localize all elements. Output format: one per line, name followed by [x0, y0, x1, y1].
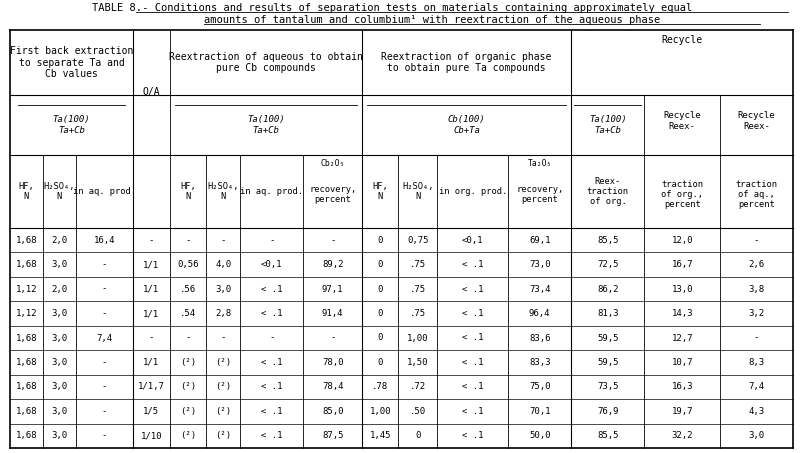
Text: < .1: < .1 — [462, 407, 483, 416]
Text: -: - — [102, 284, 107, 294]
Text: 1,00: 1,00 — [407, 333, 429, 342]
Text: 10,7: 10,7 — [671, 358, 693, 367]
Text: Ta(100)
Ta+Cb: Ta(100) Ta+Cb — [589, 116, 626, 135]
Text: -: - — [149, 236, 154, 245]
Text: 2,8: 2,8 — [215, 309, 231, 318]
Text: 85,5: 85,5 — [597, 431, 618, 440]
Text: H₂SO₄,
N: H₂SO₄, N — [43, 182, 75, 201]
Text: 83,6: 83,6 — [529, 333, 550, 342]
Text: < .1: < .1 — [261, 431, 282, 440]
Text: 73,5: 73,5 — [597, 382, 618, 391]
Text: in org. prod.: in org. prod. — [438, 187, 507, 196]
Text: 85,5: 85,5 — [597, 236, 618, 245]
Text: < .1: < .1 — [261, 358, 282, 367]
Text: 3,0: 3,0 — [749, 431, 765, 440]
Text: 81,3: 81,3 — [597, 309, 618, 318]
Text: (²): (²) — [215, 431, 231, 440]
Text: in aq. prod.: in aq. prod. — [73, 187, 136, 196]
Text: 1,68: 1,68 — [16, 382, 37, 391]
Text: .54: .54 — [180, 309, 196, 318]
Text: (²): (²) — [180, 358, 196, 367]
Text: 8,3: 8,3 — [749, 358, 765, 367]
Text: Ta₂O₅: Ta₂O₅ — [527, 159, 552, 168]
Text: < .1: < .1 — [462, 382, 483, 391]
Text: 96,4: 96,4 — [529, 309, 550, 318]
Text: Reextraction of organic phase
to obtain pure Ta compounds: Reextraction of organic phase to obtain … — [382, 52, 552, 73]
Text: .75: .75 — [410, 309, 426, 318]
Text: 1/1: 1/1 — [143, 284, 159, 294]
Text: Ta(100)
Ta+Cb: Ta(100) Ta+Cb — [53, 116, 90, 135]
Text: < .1: < .1 — [261, 382, 282, 391]
Text: 3,0: 3,0 — [51, 333, 67, 342]
Text: -: - — [149, 333, 154, 342]
Text: 0: 0 — [415, 431, 421, 440]
Text: 1/1: 1/1 — [143, 358, 159, 367]
Text: (²): (²) — [180, 382, 196, 391]
Text: 72,5: 72,5 — [597, 260, 618, 269]
Text: 70,1: 70,1 — [529, 407, 550, 416]
Text: 1/1,7: 1/1,7 — [138, 382, 165, 391]
Text: 59,5: 59,5 — [597, 358, 618, 367]
Text: traction
of org.,
percent: traction of org., percent — [661, 179, 703, 209]
Text: 1/10: 1/10 — [141, 431, 162, 440]
Text: 32,2: 32,2 — [671, 431, 693, 440]
Text: 1/1: 1/1 — [143, 309, 159, 318]
Text: 1,68: 1,68 — [16, 260, 37, 269]
Text: 1/1: 1/1 — [143, 260, 159, 269]
Text: 13,0: 13,0 — [671, 284, 693, 294]
Text: 3,0: 3,0 — [51, 358, 67, 367]
Text: .78: .78 — [372, 382, 388, 391]
Text: 85,0: 85,0 — [322, 407, 343, 416]
Text: -: - — [330, 333, 335, 342]
Text: 0: 0 — [378, 309, 383, 318]
Text: 14,3: 14,3 — [671, 309, 693, 318]
Text: -: - — [185, 236, 190, 245]
Text: -: - — [102, 309, 107, 318]
Text: 73,0: 73,0 — [529, 260, 550, 269]
Text: 3,0: 3,0 — [51, 407, 67, 416]
Text: H₂SO₄,
N: H₂SO₄, N — [207, 182, 239, 201]
Text: (²): (²) — [215, 407, 231, 416]
Text: 0,75: 0,75 — [407, 236, 429, 245]
Text: 1,45: 1,45 — [370, 431, 391, 440]
Text: 4,0: 4,0 — [215, 260, 231, 269]
Text: 0: 0 — [378, 284, 383, 294]
Text: (²): (²) — [215, 358, 231, 367]
Text: - Conditions and results of separation tests on materials containing approximate: - Conditions and results of separation t… — [136, 3, 692, 13]
Text: 69,1: 69,1 — [529, 236, 550, 245]
Text: 16,4: 16,4 — [94, 236, 115, 245]
Text: 2,6: 2,6 — [749, 260, 765, 269]
Text: 97,1: 97,1 — [322, 284, 343, 294]
Text: -: - — [754, 333, 759, 342]
Text: 3,8: 3,8 — [749, 284, 765, 294]
Text: -: - — [221, 333, 226, 342]
Text: 2,0: 2,0 — [51, 284, 67, 294]
Text: 75,0: 75,0 — [529, 382, 550, 391]
Text: -: - — [269, 236, 274, 245]
Text: 1,68: 1,68 — [16, 333, 37, 342]
Text: 0: 0 — [378, 333, 383, 342]
Text: Recycle
Reex-: Recycle Reex- — [663, 111, 701, 131]
Text: 0,56: 0,56 — [177, 260, 198, 269]
Text: < .1: < .1 — [261, 309, 282, 318]
Text: recovery,
percent: recovery, percent — [309, 185, 356, 204]
Text: First back extraction
to separate Ta and
Cb values: First back extraction to separate Ta and… — [10, 46, 133, 79]
Text: H₂SO₄,
N: H₂SO₄, N — [402, 182, 434, 201]
Text: 0: 0 — [378, 358, 383, 367]
Text: (²): (²) — [180, 431, 196, 440]
Text: 12,7: 12,7 — [671, 333, 693, 342]
Text: 1,68: 1,68 — [16, 236, 37, 245]
Text: -: - — [330, 236, 335, 245]
Text: in aq. prod.: in aq. prod. — [240, 187, 303, 196]
Text: 73,4: 73,4 — [529, 284, 550, 294]
Text: 1,50: 1,50 — [407, 358, 429, 367]
Text: 78,0: 78,0 — [322, 358, 343, 367]
Text: 0: 0 — [378, 236, 383, 245]
Text: 3,0: 3,0 — [51, 309, 67, 318]
Text: 1,12: 1,12 — [16, 309, 37, 318]
Text: Recycle
Reex-: Recycle Reex- — [738, 111, 775, 131]
Text: 16,7: 16,7 — [671, 260, 693, 269]
Text: 3,0: 3,0 — [51, 382, 67, 391]
Text: Cb₂O₅: Cb₂O₅ — [321, 159, 345, 168]
Text: 7,4: 7,4 — [96, 333, 113, 342]
